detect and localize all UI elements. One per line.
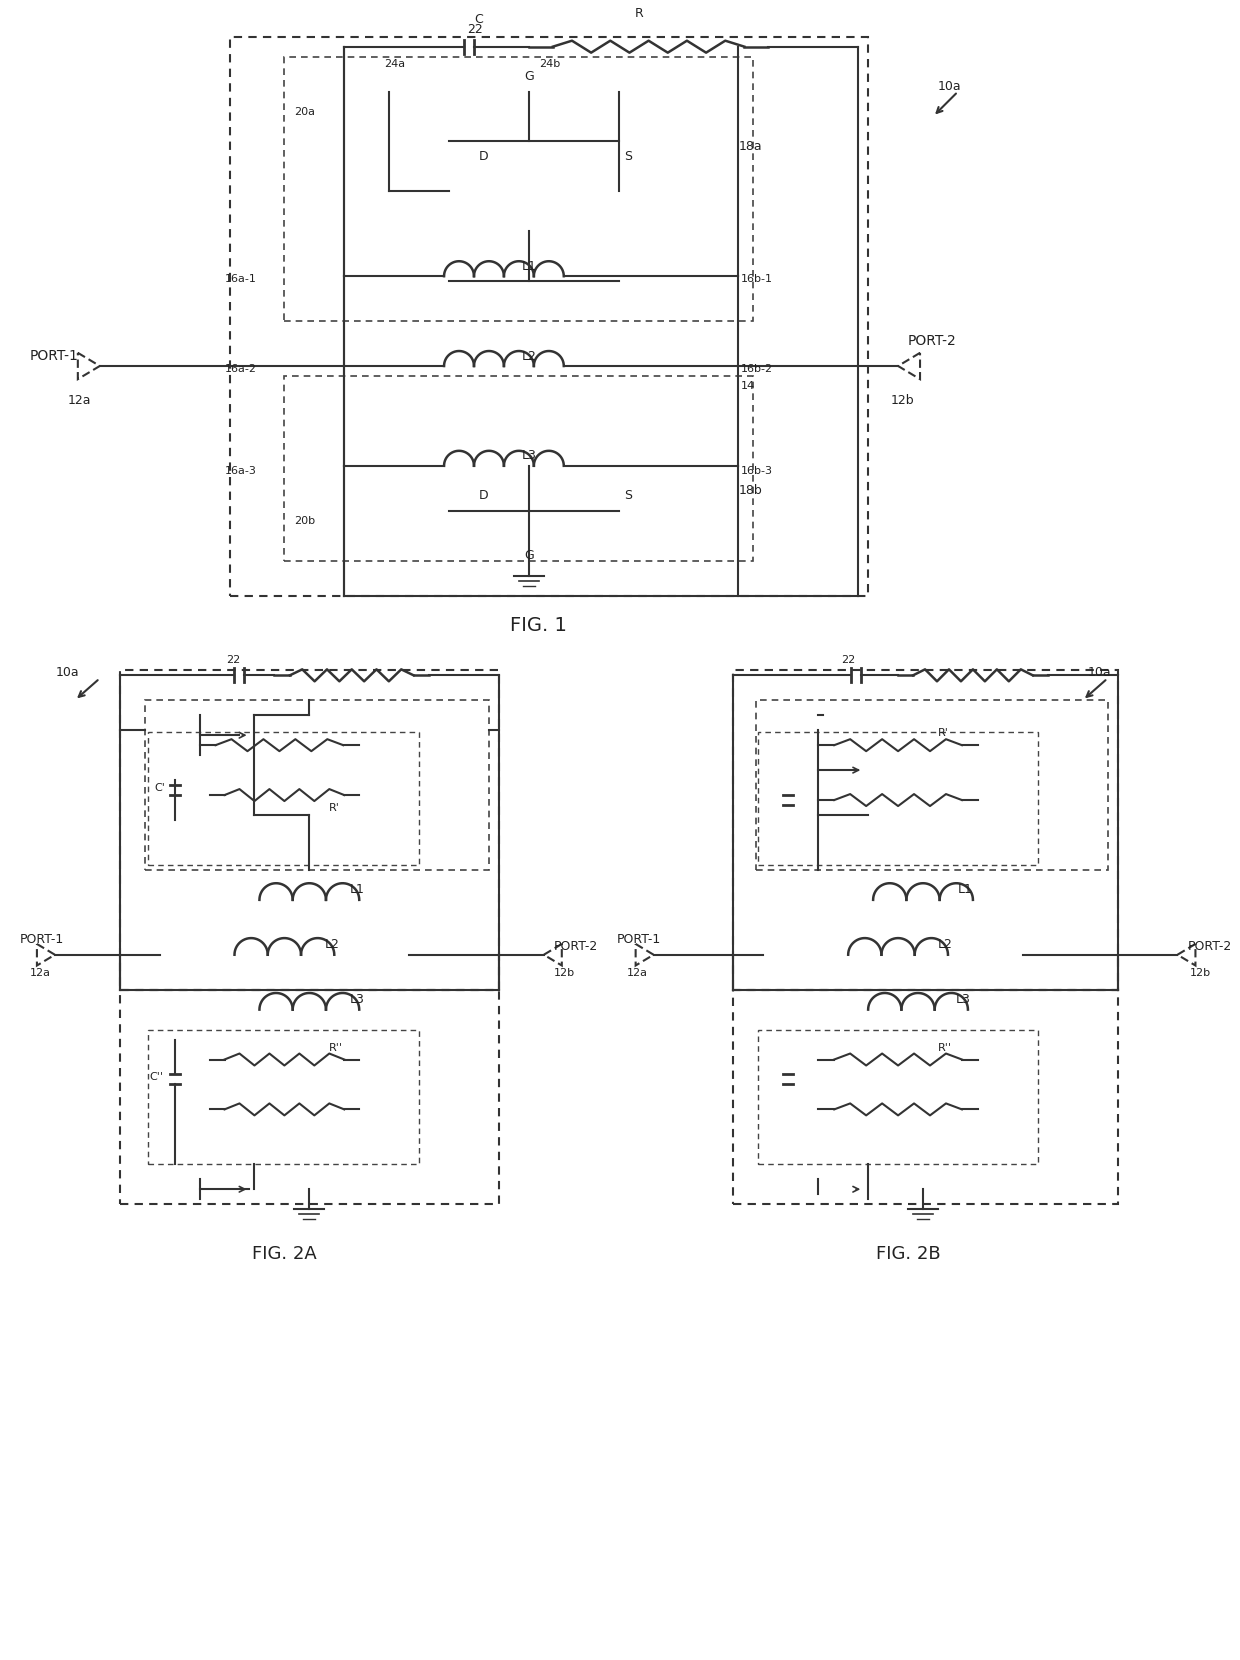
Text: 12b: 12b bbox=[892, 395, 915, 407]
Text: L2: L2 bbox=[522, 350, 537, 362]
Text: 12b: 12b bbox=[1189, 968, 1210, 978]
Text: 16a-2: 16a-2 bbox=[224, 364, 257, 374]
Bar bbox=[284, 56, 754, 320]
Text: L2: L2 bbox=[325, 938, 340, 951]
Text: FIG. 2B: FIG. 2B bbox=[875, 1245, 940, 1263]
Text: R': R' bbox=[937, 729, 949, 739]
Bar bbox=[284, 375, 754, 561]
Text: 12a: 12a bbox=[626, 968, 647, 978]
Text: C': C' bbox=[155, 784, 166, 793]
Text: PORT-2: PORT-2 bbox=[554, 940, 598, 953]
Text: PORT-1: PORT-1 bbox=[616, 933, 661, 946]
Text: 22: 22 bbox=[841, 656, 856, 666]
Text: 18b: 18b bbox=[738, 485, 763, 498]
Text: C'': C'' bbox=[150, 1072, 164, 1082]
Bar bbox=[756, 701, 1107, 870]
Text: 20a: 20a bbox=[294, 106, 315, 116]
Text: 22: 22 bbox=[227, 656, 241, 666]
Text: FIG. 1: FIG. 1 bbox=[511, 616, 567, 634]
Text: 24b: 24b bbox=[539, 58, 560, 68]
Bar bbox=[229, 37, 868, 596]
Bar bbox=[759, 732, 1038, 865]
Bar bbox=[145, 701, 489, 870]
Bar bbox=[120, 671, 498, 989]
Text: 10a: 10a bbox=[56, 666, 79, 679]
Text: 10a: 10a bbox=[1087, 666, 1111, 679]
Text: 18a: 18a bbox=[738, 139, 763, 153]
Text: L1: L1 bbox=[522, 259, 537, 272]
Text: 22: 22 bbox=[467, 23, 482, 37]
Text: PORT-2: PORT-2 bbox=[908, 334, 957, 349]
Text: L1: L1 bbox=[350, 883, 365, 896]
Text: R: R bbox=[634, 7, 644, 20]
Text: S: S bbox=[624, 149, 631, 163]
Text: 12a: 12a bbox=[68, 395, 92, 407]
Text: 10a: 10a bbox=[937, 80, 961, 93]
Text: L1: L1 bbox=[959, 883, 973, 896]
Text: 16b-2: 16b-2 bbox=[740, 364, 773, 374]
Bar bbox=[759, 1029, 1038, 1164]
Text: L3: L3 bbox=[956, 993, 971, 1006]
Text: L2: L2 bbox=[937, 938, 952, 951]
Text: L3: L3 bbox=[522, 450, 537, 461]
Text: D: D bbox=[479, 149, 489, 163]
Text: 16b-1: 16b-1 bbox=[740, 274, 773, 284]
Text: PORT-1: PORT-1 bbox=[30, 349, 79, 364]
Text: L3: L3 bbox=[350, 993, 365, 1006]
Text: 16a-1: 16a-1 bbox=[224, 274, 257, 284]
Text: 24a: 24a bbox=[384, 58, 405, 68]
Text: R': R' bbox=[330, 803, 340, 813]
Bar bbox=[148, 1029, 419, 1164]
Text: R'': R'' bbox=[937, 1042, 952, 1052]
Text: 12a: 12a bbox=[30, 968, 51, 978]
Text: PORT-1: PORT-1 bbox=[20, 933, 64, 946]
Text: S: S bbox=[624, 490, 631, 503]
Text: FIG. 2A: FIG. 2A bbox=[252, 1245, 316, 1263]
Bar bbox=[733, 671, 1117, 989]
Text: G: G bbox=[525, 70, 533, 83]
Text: 14: 14 bbox=[740, 380, 754, 392]
Bar bbox=[733, 989, 1117, 1204]
Text: C: C bbox=[475, 13, 484, 27]
Text: R'': R'' bbox=[330, 1042, 343, 1052]
Text: G: G bbox=[525, 549, 533, 563]
Text: 20b: 20b bbox=[294, 516, 315, 526]
Text: D: D bbox=[479, 490, 489, 503]
Text: 16a-3: 16a-3 bbox=[224, 466, 257, 476]
Bar bbox=[120, 989, 498, 1204]
Text: 12b: 12b bbox=[554, 968, 575, 978]
Bar bbox=[148, 732, 419, 865]
Text: 16b-3: 16b-3 bbox=[740, 466, 773, 476]
Text: PORT-2: PORT-2 bbox=[1188, 940, 1231, 953]
